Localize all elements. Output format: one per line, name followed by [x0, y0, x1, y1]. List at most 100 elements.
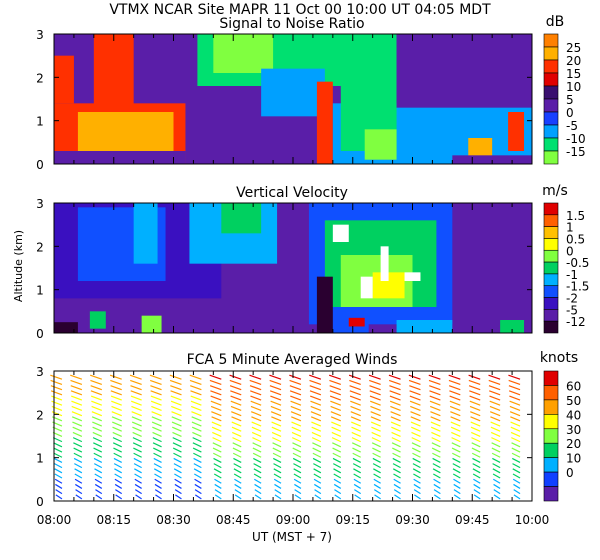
- wind-barb: [490, 431, 501, 437]
- wind-barb: [252, 437, 262, 443]
- heatmap-region: [380, 246, 389, 281]
- wind-barb: [169, 379, 182, 385]
- wind-barb: [50, 374, 63, 380]
- wind-barb: [194, 473, 202, 479]
- wind-barb: [192, 431, 202, 437]
- wind-barb: [154, 483, 162, 489]
- wind-barb: [272, 457, 282, 463]
- wind-barb: [313, 468, 322, 474]
- wind-barb: [269, 385, 282, 391]
- wind-barb: [373, 483, 381, 489]
- wind-barb: [234, 489, 242, 495]
- wind-barb: [212, 442, 222, 448]
- wind-barb: [154, 473, 162, 479]
- colorbar-swatch: [543, 249, 559, 263]
- wind-barb: [470, 426, 481, 432]
- wind-barb: [372, 452, 381, 458]
- wind-barb: [390, 421, 401, 427]
- wind-barb: [172, 442, 182, 448]
- wind-barb: [231, 416, 242, 422]
- wind-barb: [371, 431, 381, 437]
- wind-barb: [292, 442, 302, 448]
- wind-barb: [70, 374, 83, 380]
- colorbar-label: 0: [566, 466, 574, 480]
- wind-barb: [273, 468, 282, 474]
- wind-barb: [274, 489, 282, 495]
- wind-barb: [194, 494, 202, 500]
- wind-barb: [471, 437, 481, 443]
- wind-barb: [93, 442, 103, 448]
- wind-barb: [71, 405, 83, 411]
- wind-barb: [489, 395, 501, 401]
- wind-barb: [372, 457, 381, 463]
- y-tick-label: 3: [36, 197, 44, 211]
- wind-barb: [370, 405, 381, 411]
- wind-barb: [431, 431, 441, 437]
- wind-barb: [250, 395, 262, 401]
- colorbar-label: 0.5: [566, 232, 585, 246]
- wind-barb: [210, 395, 222, 401]
- wind-barb: [134, 473, 142, 479]
- wind-barb: [410, 411, 421, 417]
- colorbar-swatch: [543, 457, 559, 473]
- colorbar-label: 1.5: [566, 209, 585, 223]
- colorbar-label: 20: [566, 437, 581, 451]
- wind-barb: [112, 431, 122, 437]
- wind-barb: [432, 463, 441, 469]
- wind-barb: [351, 431, 361, 437]
- colorbar-label: -1.5: [566, 280, 589, 294]
- x-tick-label: 09:00: [276, 513, 311, 527]
- wind-barb: [113, 447, 122, 453]
- wind-barb: [491, 447, 501, 453]
- wind-barb: [372, 463, 381, 469]
- wind-barb: [191, 421, 202, 427]
- wind-barb: [93, 463, 103, 469]
- wind-barb: [512, 468, 521, 474]
- wind-barb: [232, 452, 242, 458]
- wind-barb: [492, 473, 501, 479]
- wind-barb: [231, 431, 242, 437]
- wind-barb: [172, 431, 182, 437]
- colorbar-swatch: [543, 370, 559, 386]
- wind-barb: [369, 395, 381, 401]
- colorbar-swatch: [543, 238, 559, 251]
- wind-barb: [291, 416, 302, 422]
- wind-barb: [310, 405, 322, 411]
- wind-barb: [274, 494, 282, 500]
- panel-vv-title: Vertical Velocity: [236, 185, 348, 201]
- wind-barb: [232, 437, 242, 443]
- wind-barb: [71, 395, 83, 401]
- panel-winds: FCA 5 Minute Averaged Winds knots 0 1 2 3 6…: [36, 350, 581, 509]
- wind-barb: [170, 390, 182, 396]
- wind-barb: [174, 489, 182, 495]
- wind-barb: [410, 416, 421, 422]
- wind-barb: [71, 416, 83, 422]
- wind-barb: [351, 437, 361, 443]
- wind-barb: [369, 400, 381, 406]
- wind-barb: [429, 400, 441, 406]
- wind-barb: [251, 421, 262, 427]
- wind-barb: [332, 457, 342, 463]
- heatmap-region: [261, 68, 325, 117]
- colorbar-label: 20: [566, 54, 581, 68]
- wind-barb: [469, 390, 481, 396]
- wind-barb: [51, 395, 63, 401]
- wind-barb: [294, 494, 302, 500]
- wind-barb: [173, 452, 182, 458]
- wind-barb: [271, 421, 282, 427]
- wind-barb: [211, 416, 222, 422]
- vertical-velocity-colorbar: 1.510.50-0.5-1-1.5-2-5-12: [543, 202, 589, 334]
- wind-barb: [471, 452, 481, 458]
- wind-barb: [153, 457, 162, 463]
- wind-barb: [449, 390, 461, 396]
- wind-barb: [409, 400, 421, 406]
- wind-barb: [393, 478, 401, 484]
- wind-barb: [411, 442, 421, 448]
- wind-barb: [111, 416, 122, 422]
- wind-barb: [171, 405, 182, 411]
- wind-barb: [133, 457, 142, 463]
- wind-barb: [391, 426, 401, 432]
- wind-barb: [350, 405, 361, 411]
- wind-barb: [488, 379, 501, 385]
